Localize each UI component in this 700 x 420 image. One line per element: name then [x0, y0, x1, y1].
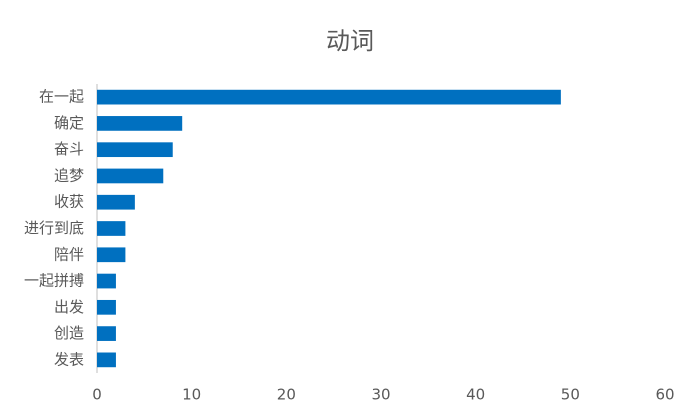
x-tick-label: 40 — [466, 386, 485, 404]
bar — [97, 168, 164, 184]
y-tick-label: 确定 — [54, 114, 84, 132]
y-tick-label: 出发 — [54, 298, 84, 316]
y-tick-label: 奋斗 — [54, 140, 84, 158]
x-tick-label: 10 — [182, 386, 201, 404]
y-tick-label: 陪伴 — [54, 245, 84, 263]
bar — [97, 299, 116, 315]
y-tick-label: 追梦 — [54, 166, 84, 184]
bar — [97, 247, 126, 263]
bar — [97, 116, 183, 131]
bar — [97, 89, 561, 105]
y-tick-label: 在一起 — [39, 88, 84, 106]
x-tick-label: 60 — [655, 386, 674, 404]
y-tick-label: 创造 — [54, 324, 84, 342]
x-tick-label: 0 — [92, 386, 102, 404]
y-tick-label: 进行到底 — [24, 219, 84, 237]
bar — [97, 326, 116, 341]
x-tick-label: 30 — [371, 386, 390, 404]
chart-title: 动词 — [326, 27, 374, 55]
bar — [97, 194, 135, 210]
y-tick-label: 发表 — [54, 350, 84, 368]
x-tick-label: 50 — [561, 386, 580, 404]
bar — [97, 142, 173, 158]
y-tick-label: 一起拼搏 — [24, 272, 84, 290]
bar — [97, 221, 126, 236]
x-tick-label: 20 — [277, 386, 296, 404]
bar — [97, 273, 116, 289]
bar — [97, 352, 116, 368]
y-tick-label: 收获 — [54, 193, 84, 211]
